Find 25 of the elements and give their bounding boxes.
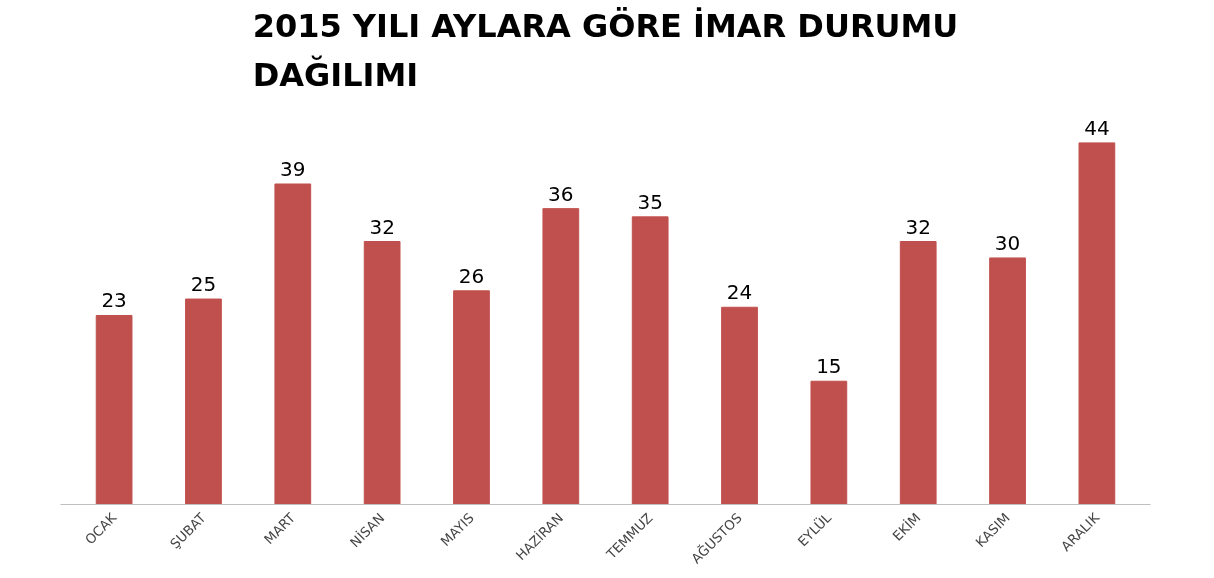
bar [1078, 142, 1116, 505]
bar [810, 380, 848, 505]
data-label: 26 [458, 263, 485, 288]
bar [274, 183, 312, 505]
data-label: 30 [994, 230, 1021, 255]
data-label: 36 [548, 181, 574, 206]
data-label: 25 [190, 272, 217, 297]
chart-title: 2015 YILI AYLARA GÖRE İMAR DURUMU DAĞILIMI [252, 7, 959, 95]
data-label: 32 [369, 214, 395, 239]
data-label: 39 [280, 156, 306, 181]
data-label: 24 [726, 280, 753, 305]
bar [721, 306, 758, 505]
bar [631, 216, 669, 505]
data-label: 15 [816, 354, 842, 379]
data-label: 44 [1084, 115, 1110, 140]
data-label: 23 [101, 288, 127, 313]
bar [899, 241, 937, 505]
data-label: 32 [905, 214, 931, 239]
bar [363, 241, 401, 505]
bar [95, 314, 133, 505]
bar [542, 208, 580, 505]
bar [989, 257, 1026, 505]
bar [453, 290, 490, 505]
bar [185, 298, 222, 505]
data-label: 35 [637, 189, 663, 214]
